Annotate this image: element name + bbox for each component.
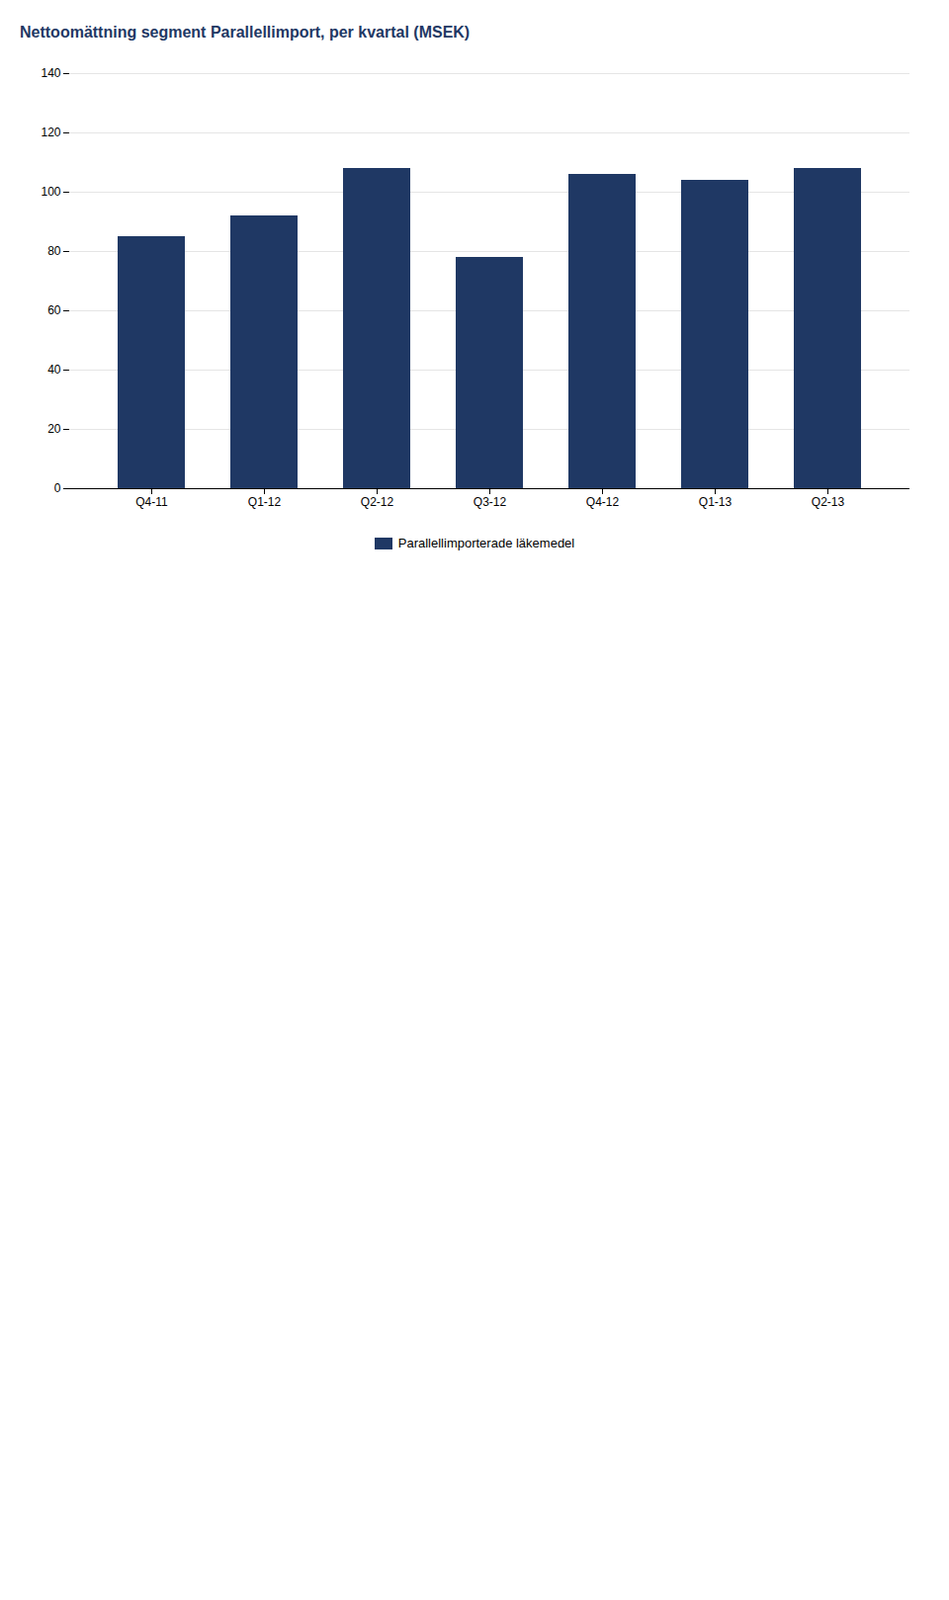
svg-text:40: 40 xyxy=(47,362,62,377)
svg-text:Q3-12: Q3-12 xyxy=(473,495,508,510)
svg-text:20: 20 xyxy=(47,422,62,436)
svg-text:Q1-13: Q1-13 xyxy=(698,495,733,510)
svg-text:Q4-11: Q4-11 xyxy=(135,495,169,510)
svg-text:Q2-13: Q2-13 xyxy=(811,495,846,510)
html-text:Nettoomättning segment Paralle: Nettoomättning segment Parallellimport, … xyxy=(19,23,470,41)
svg-text:60: 60 xyxy=(47,303,62,318)
svg-text:120: 120 xyxy=(40,125,61,140)
svg-text:80: 80 xyxy=(47,244,62,259)
svg-text:140: 140 xyxy=(40,66,61,81)
svg-text:100: 100 xyxy=(40,184,61,199)
svg-text:Q2-12: Q2-12 xyxy=(360,495,395,510)
svg-text:Q1-12: Q1-12 xyxy=(248,495,282,510)
svg-text:Q4-12: Q4-12 xyxy=(586,495,620,510)
html-text:Parallellimporterade läkemedel: Parallellimporterade läkemedel xyxy=(398,535,575,551)
svg-text:0: 0 xyxy=(54,481,62,496)
